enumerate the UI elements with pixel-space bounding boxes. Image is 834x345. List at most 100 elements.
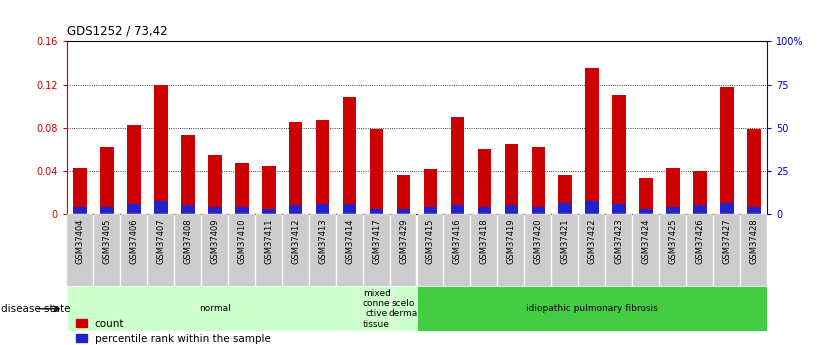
Bar [559, 175, 572, 214]
Bar [397, 175, 410, 214]
Text: GSM37422: GSM37422 [588, 219, 596, 264]
Bar [397, 208, 410, 214]
Bar [154, 201, 168, 214]
Bar [450, 117, 465, 214]
Bar [559, 203, 572, 214]
Legend: count, percentile rank within the sample: count, percentile rank within the sample [72, 314, 275, 345]
FancyBboxPatch shape [418, 214, 444, 307]
Text: GSM37420: GSM37420 [534, 219, 543, 264]
Text: GSM37410: GSM37410 [238, 219, 246, 264]
Bar [262, 208, 275, 214]
Text: GSM37404: GSM37404 [76, 219, 85, 264]
FancyBboxPatch shape [67, 286, 363, 331]
Text: GSM37426: GSM37426 [696, 219, 705, 264]
FancyBboxPatch shape [148, 214, 174, 307]
Bar [640, 178, 653, 214]
Text: GSM37417: GSM37417 [372, 219, 381, 264]
Text: GSM37419: GSM37419 [507, 219, 515, 264]
Bar [450, 205, 465, 214]
FancyBboxPatch shape [363, 286, 390, 331]
Bar [505, 205, 518, 214]
FancyBboxPatch shape [202, 214, 228, 307]
Bar [316, 120, 329, 214]
Text: GSM37428: GSM37428 [749, 219, 758, 264]
Bar [585, 201, 599, 214]
FancyBboxPatch shape [229, 214, 255, 307]
Text: normal: normal [199, 304, 231, 313]
FancyBboxPatch shape [364, 214, 389, 307]
FancyBboxPatch shape [606, 214, 632, 307]
Text: GSM37416: GSM37416 [453, 219, 462, 264]
Bar [343, 97, 356, 214]
Text: mixed
conne
ctive
tissue: mixed conne ctive tissue [363, 289, 390, 329]
Bar [531, 147, 545, 214]
Bar [531, 207, 545, 214]
Bar [747, 129, 761, 214]
Bar [181, 135, 194, 214]
Bar [585, 68, 599, 214]
Bar [316, 204, 329, 214]
Text: GSM37414: GSM37414 [345, 219, 354, 264]
FancyBboxPatch shape [283, 214, 309, 307]
Bar [612, 204, 626, 214]
Bar [666, 207, 680, 214]
Text: GSM37427: GSM37427 [722, 219, 731, 264]
FancyBboxPatch shape [445, 214, 470, 307]
Text: GSM37423: GSM37423 [615, 219, 624, 264]
Text: GSM37407: GSM37407 [157, 219, 165, 264]
Bar [235, 163, 249, 214]
Bar [720, 203, 734, 214]
Bar [128, 204, 141, 214]
FancyBboxPatch shape [660, 214, 686, 307]
FancyBboxPatch shape [94, 214, 120, 307]
FancyBboxPatch shape [552, 214, 578, 307]
FancyBboxPatch shape [471, 214, 497, 307]
FancyBboxPatch shape [337, 214, 363, 307]
Bar [720, 87, 734, 214]
Text: GSM37408: GSM37408 [183, 219, 193, 264]
Text: GSM37421: GSM37421 [560, 219, 570, 264]
FancyBboxPatch shape [121, 214, 147, 307]
Text: GSM37409: GSM37409 [210, 219, 219, 264]
Bar [424, 207, 437, 214]
Bar [478, 207, 491, 214]
Bar [181, 205, 194, 214]
Text: GSM37415: GSM37415 [426, 219, 435, 264]
Text: GSM37418: GSM37418 [480, 219, 489, 264]
Text: GSM37406: GSM37406 [129, 219, 138, 264]
FancyBboxPatch shape [256, 214, 282, 307]
Text: GSM37424: GSM37424 [641, 219, 651, 264]
FancyBboxPatch shape [390, 286, 417, 331]
Text: GSM37411: GSM37411 [264, 219, 274, 264]
Bar [640, 208, 653, 214]
Bar [73, 168, 87, 214]
Text: GSM37413: GSM37413 [319, 219, 327, 264]
Text: GSM37412: GSM37412 [291, 219, 300, 264]
Bar [693, 171, 706, 214]
Text: GSM37405: GSM37405 [103, 219, 112, 264]
FancyBboxPatch shape [633, 214, 659, 307]
Bar [100, 207, 114, 214]
Bar [100, 147, 114, 214]
FancyBboxPatch shape [309, 214, 335, 307]
FancyBboxPatch shape [579, 214, 605, 307]
Bar [262, 167, 275, 214]
FancyBboxPatch shape [741, 214, 766, 307]
Bar [128, 126, 141, 214]
Bar [154, 85, 168, 214]
FancyBboxPatch shape [417, 286, 767, 331]
Bar [747, 207, 761, 214]
Text: disease state: disease state [1, 304, 70, 314]
FancyBboxPatch shape [390, 214, 416, 307]
FancyBboxPatch shape [714, 214, 740, 307]
Text: GDS1252 / 73,42: GDS1252 / 73,42 [67, 24, 168, 37]
Bar [208, 155, 222, 214]
Bar [343, 204, 356, 214]
FancyBboxPatch shape [175, 214, 201, 307]
Bar [289, 205, 303, 214]
FancyBboxPatch shape [499, 214, 525, 307]
Bar [369, 129, 384, 214]
Bar [478, 149, 491, 214]
Bar [693, 205, 706, 214]
Bar [208, 207, 222, 214]
